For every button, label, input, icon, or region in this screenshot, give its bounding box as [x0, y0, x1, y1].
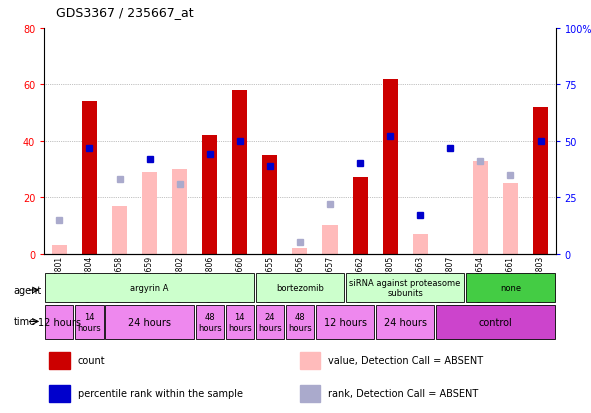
- Bar: [256, 274, 344, 302]
- Bar: [353, 178, 368, 254]
- Text: agent: agent: [13, 285, 41, 295]
- Bar: [232, 91, 247, 254]
- Text: bortezomib: bortezomib: [276, 284, 324, 292]
- Text: 48
hours: 48 hours: [288, 313, 312, 332]
- Bar: [323, 226, 337, 254]
- Text: count: count: [77, 356, 105, 366]
- Bar: [473, 161, 488, 254]
- Bar: [316, 305, 374, 339]
- Bar: [46, 274, 254, 302]
- Bar: [172, 170, 187, 254]
- Bar: [112, 206, 127, 254]
- Text: 12 hours: 12 hours: [323, 317, 366, 327]
- Text: 14
hours: 14 hours: [228, 313, 252, 332]
- Bar: [50, 352, 70, 369]
- Text: argyrin A: argyrin A: [131, 284, 169, 292]
- Bar: [300, 352, 320, 369]
- Bar: [466, 274, 554, 302]
- Bar: [46, 305, 73, 339]
- Bar: [300, 385, 320, 402]
- Text: siRNA against proteasome
subunits: siRNA against proteasome subunits: [349, 278, 461, 298]
- Bar: [82, 102, 97, 254]
- Bar: [75, 305, 103, 339]
- Bar: [533, 108, 548, 254]
- Text: 24 hours: 24 hours: [128, 317, 171, 327]
- Text: 12 hours: 12 hours: [38, 317, 81, 327]
- Bar: [196, 305, 224, 339]
- Text: 24
hours: 24 hours: [258, 313, 282, 332]
- Bar: [262, 156, 277, 254]
- Text: none: none: [500, 284, 521, 292]
- Text: 14
hours: 14 hours: [77, 313, 101, 332]
- Bar: [226, 305, 254, 339]
- Bar: [256, 305, 284, 339]
- Bar: [436, 305, 554, 339]
- Bar: [142, 172, 157, 254]
- Bar: [346, 274, 465, 302]
- Text: percentile rank within the sample: percentile rank within the sample: [77, 388, 242, 399]
- Text: 24 hours: 24 hours: [384, 317, 427, 327]
- Bar: [376, 305, 434, 339]
- Text: value, Detection Call = ABSENT: value, Detection Call = ABSENT: [328, 356, 483, 366]
- Text: GDS3367 / 235667_at: GDS3367 / 235667_at: [56, 6, 194, 19]
- Bar: [382, 80, 398, 254]
- Text: time: time: [13, 317, 35, 327]
- Text: rank, Detection Call = ABSENT: rank, Detection Call = ABSENT: [328, 388, 478, 399]
- Bar: [50, 385, 70, 402]
- Text: 48
hours: 48 hours: [198, 313, 222, 332]
- Bar: [413, 234, 428, 254]
- Bar: [503, 184, 518, 254]
- Bar: [293, 248, 307, 254]
- Text: control: control: [479, 317, 512, 327]
- Bar: [286, 305, 314, 339]
- Bar: [202, 136, 217, 254]
- Bar: [105, 305, 194, 339]
- Bar: [52, 246, 67, 254]
